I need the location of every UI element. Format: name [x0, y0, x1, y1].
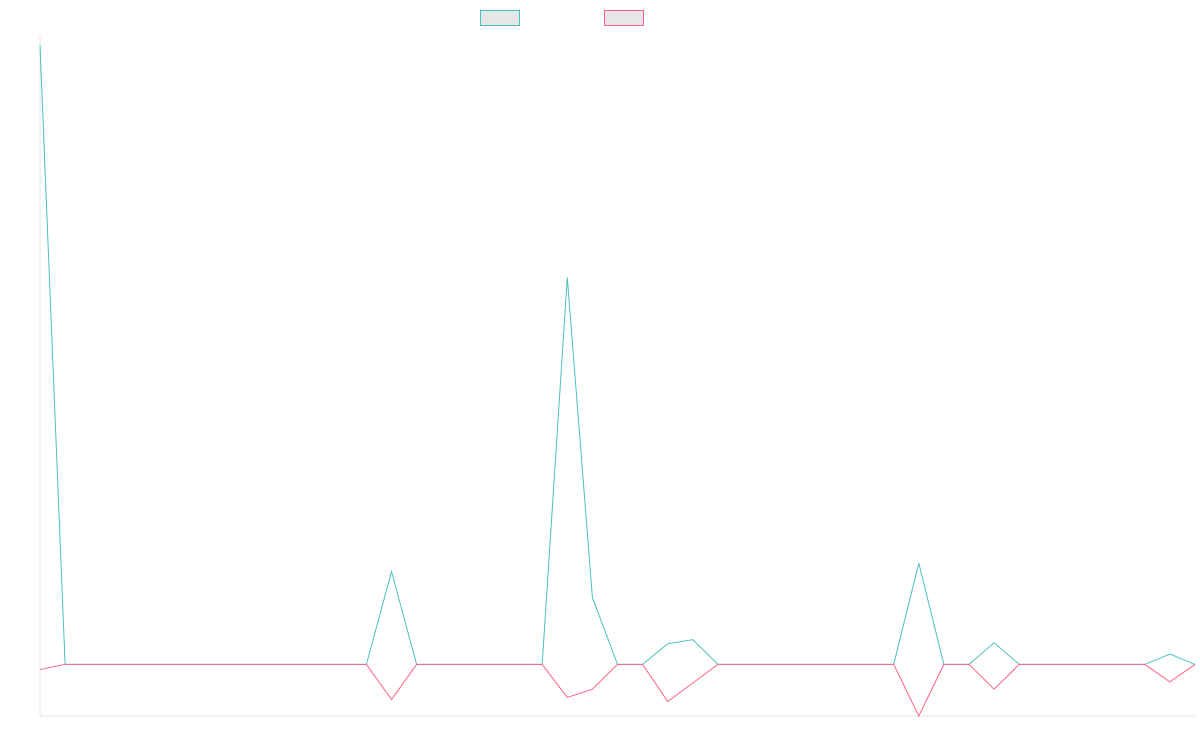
legend-item-series-2[interactable] — [604, 10, 650, 26]
legend-swatch-series-2 — [604, 10, 644, 26]
legend — [0, 10, 1200, 28]
series-layer — [39, 45, 1196, 718]
series-line-1 — [39, 45, 1196, 665]
legend-swatch-series-1 — [480, 10, 520, 26]
series-line-2 — [39, 663, 1196, 718]
legend-item-series-1[interactable] — [480, 10, 526, 26]
axes — [39, 35, 1195, 717]
